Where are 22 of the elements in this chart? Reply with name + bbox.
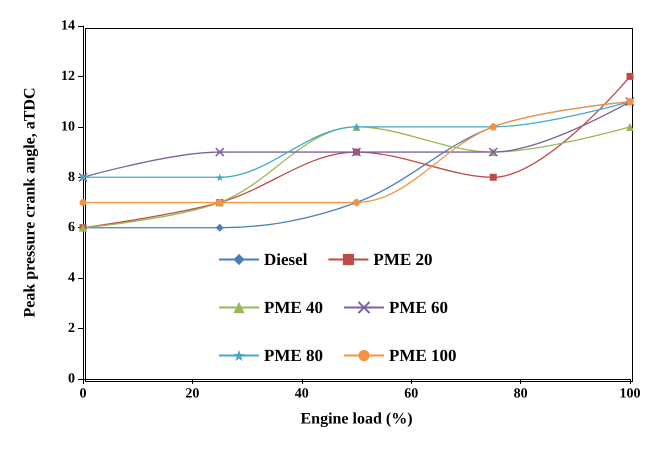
- x-tick-label: 80: [514, 386, 528, 402]
- x-tick-label: 100: [620, 386, 640, 402]
- y-tick-label: 12: [61, 68, 75, 84]
- legend-label: PME 60: [389, 298, 448, 317]
- x-tick-label: 20: [185, 386, 200, 402]
- y-tick-label: 8: [68, 170, 75, 185]
- legend-label: PME 80: [264, 346, 324, 365]
- y-tick-label: 2: [68, 321, 75, 336]
- y-tick-label: 4: [68, 270, 75, 286]
- y-axis-title: Peak pressure crank angle, aTDC: [22, 87, 38, 318]
- legend-label: PME 20: [373, 250, 432, 269]
- y-tick-label: 10: [61, 119, 75, 134]
- legend-label: PME 40: [264, 298, 324, 317]
- legend-label: Diesel: [264, 250, 308, 269]
- x-tick-label: 0: [80, 386, 86, 402]
- legend-label: PME 100: [389, 346, 457, 365]
- x-tick-label: 60: [404, 386, 418, 402]
- y-tick-label: 0: [68, 372, 75, 386]
- x-axis-title: Engine load (%): [300, 410, 413, 428]
- y-tick-label: 6: [68, 220, 75, 236]
- x-tick-label: 40: [294, 386, 309, 402]
- y-tick-label: 14: [61, 18, 75, 34]
